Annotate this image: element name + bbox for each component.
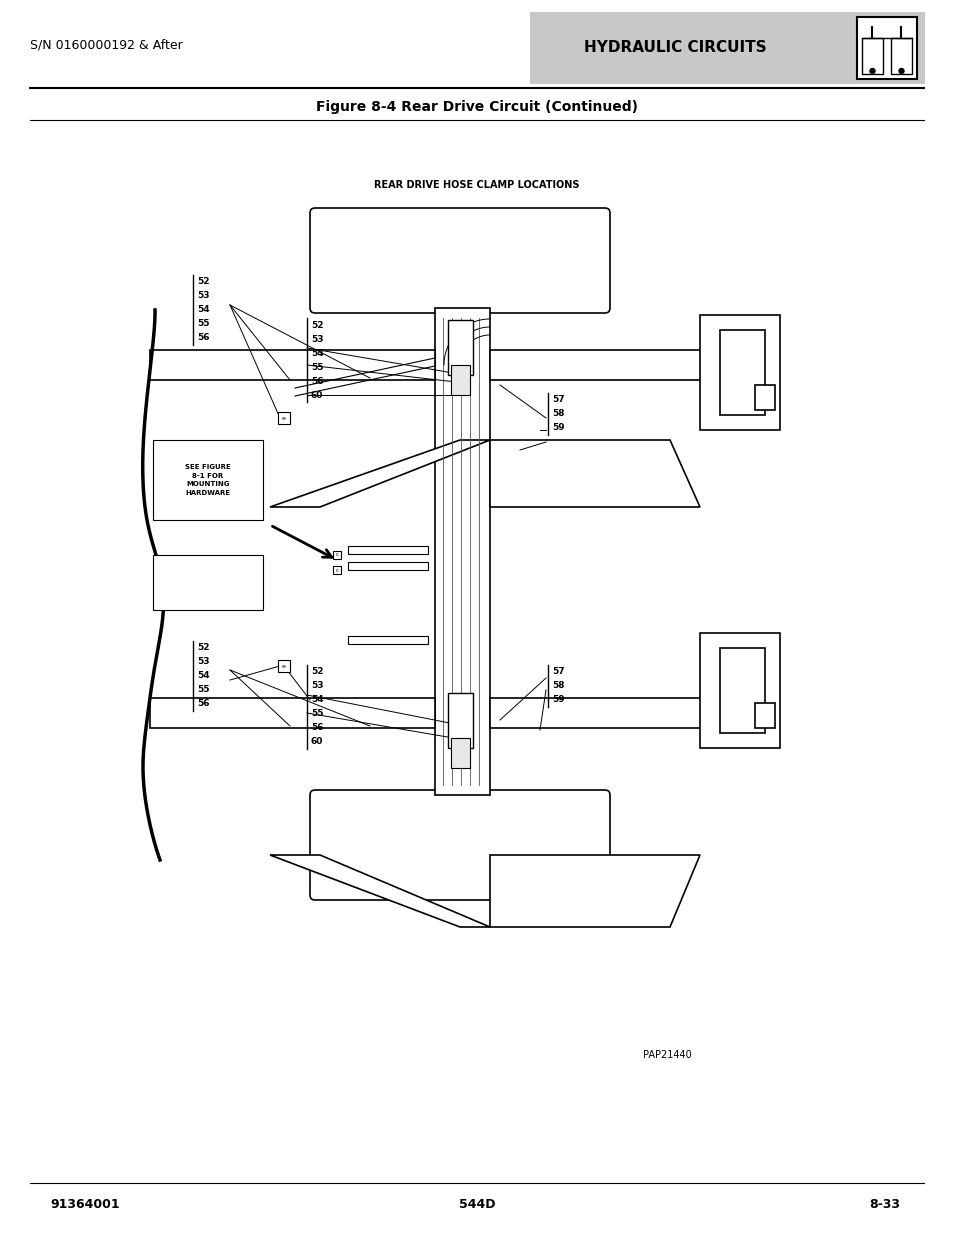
Polygon shape [270, 440, 490, 508]
Text: 56: 56 [196, 699, 210, 709]
Text: 60: 60 [311, 390, 323, 399]
Bar [700, 634, 780, 748]
Text: PAP21440: PAP21440 [642, 1050, 691, 1060]
Text: HYDRAULIC CIRCUITS: HYDRAULIC CIRCUITS [583, 41, 765, 56]
Text: 58: 58 [552, 410, 564, 419]
Text: S/N 0160000192 & After: S/N 0160000192 & After [30, 38, 183, 52]
Bar [720, 648, 764, 734]
Text: 60: 60 [311, 737, 323, 746]
Bar [862, 37, 882, 74]
Bar [150, 698, 435, 727]
Text: 56: 56 [311, 377, 323, 385]
Bar [277, 659, 290, 672]
Bar [150, 350, 435, 380]
Text: 59: 59 [552, 695, 564, 704]
Bar [856, 17, 916, 79]
Text: 54: 54 [311, 348, 323, 357]
Bar [333, 566, 340, 574]
Text: 53: 53 [196, 291, 210, 300]
Bar [435, 308, 490, 795]
Text: c: c [335, 552, 338, 557]
Bar [277, 412, 290, 424]
Polygon shape [490, 440, 700, 508]
Bar [451, 366, 470, 395]
Bar [490, 350, 740, 380]
Text: 54: 54 [196, 672, 210, 680]
Text: SEE FIGURE
8-1 FOR
MOUNTING
HARDWARE: SEE FIGURE 8-1 FOR MOUNTING HARDWARE [185, 464, 231, 495]
Bar [152, 440, 263, 520]
Bar [700, 315, 780, 430]
FancyBboxPatch shape [310, 790, 609, 900]
Text: 91364001: 91364001 [50, 1198, 119, 1212]
Text: 52: 52 [196, 278, 210, 287]
Text: 52: 52 [311, 321, 323, 330]
Text: 8-33: 8-33 [868, 1198, 899, 1212]
Text: 55: 55 [311, 363, 323, 372]
Text: 58: 58 [552, 682, 564, 690]
Bar [754, 385, 774, 410]
Text: 52: 52 [311, 667, 323, 677]
Text: 55: 55 [196, 685, 210, 694]
Text: 53: 53 [196, 657, 210, 667]
Text: 54: 54 [196, 305, 210, 315]
Text: 59: 59 [552, 424, 564, 432]
Polygon shape [270, 855, 490, 927]
FancyBboxPatch shape [310, 207, 609, 312]
Text: c: c [335, 568, 338, 573]
Bar [348, 562, 428, 571]
Text: 53: 53 [311, 682, 323, 690]
Text: 55: 55 [311, 709, 323, 719]
Text: 57: 57 [552, 395, 564, 405]
Bar [451, 739, 470, 768]
Text: 57: 57 [552, 667, 564, 677]
Bar [890, 37, 911, 74]
Text: Figure 8-4 Rear Drive Circuit (Continued): Figure 8-4 Rear Drive Circuit (Continued… [315, 100, 638, 114]
Text: 52: 52 [196, 643, 210, 652]
Bar [490, 698, 740, 727]
Bar [448, 693, 473, 748]
Circle shape [898, 68, 903, 74]
Bar [720, 330, 764, 415]
Text: e: e [282, 663, 286, 668]
Text: 54: 54 [311, 695, 323, 704]
Bar [448, 320, 473, 375]
Bar [152, 555, 263, 610]
Text: 56: 56 [196, 333, 210, 342]
Bar [348, 636, 428, 643]
Text: 53: 53 [311, 335, 323, 343]
Bar [333, 551, 340, 559]
Polygon shape [490, 855, 700, 927]
Text: REAR DRIVE HOSE CLAMP LOCATIONS: REAR DRIVE HOSE CLAMP LOCATIONS [374, 180, 579, 190]
Bar [348, 546, 428, 555]
Bar [530, 12, 924, 84]
Circle shape [869, 68, 874, 74]
Text: 56: 56 [311, 724, 323, 732]
Text: e: e [282, 415, 286, 420]
Bar [754, 703, 774, 727]
Text: 544D: 544D [458, 1198, 495, 1212]
Text: 55: 55 [196, 320, 210, 329]
